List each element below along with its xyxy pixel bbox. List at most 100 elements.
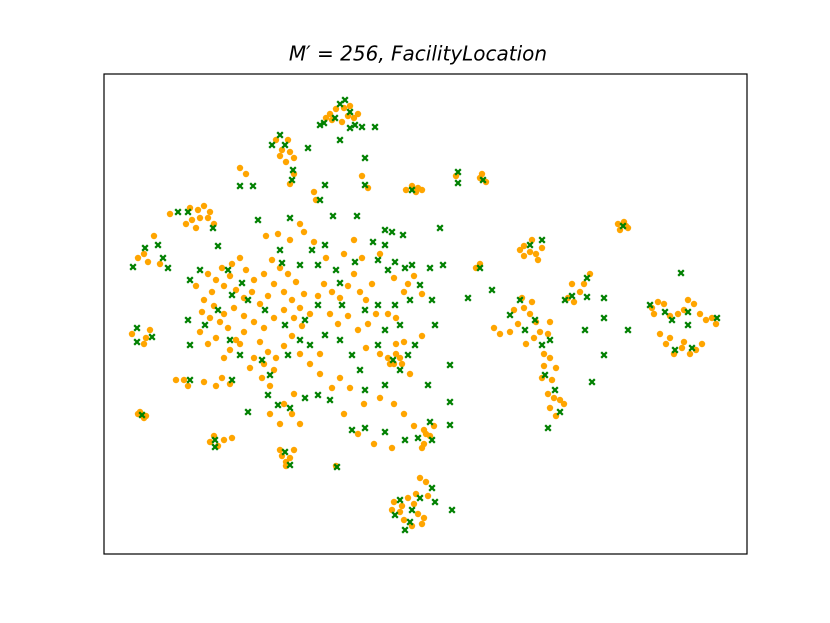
scatter-cross (600, 351, 608, 359)
scatter-cross (331, 114, 339, 122)
scatter-cross (583, 274, 591, 282)
scatter-cross (301, 316, 309, 324)
scatter-point (128, 330, 136, 338)
scatter-point (208, 288, 216, 296)
scatter-cross (258, 356, 266, 364)
scatter-point (250, 276, 258, 284)
scatter-cross (374, 341, 382, 349)
scatter-point (236, 164, 244, 172)
scatter-point (516, 246, 524, 254)
scatter-point (248, 288, 256, 296)
scatter-point (496, 330, 504, 338)
scatter-point (192, 224, 200, 232)
scatter-cross (304, 144, 312, 152)
scatter-cross (361, 306, 369, 314)
scatter-point (538, 244, 546, 252)
scatter-cross (289, 166, 297, 174)
scatter-cross (581, 326, 589, 334)
scatter-point (180, 376, 188, 384)
scatter-point (520, 252, 528, 260)
scatter-point (212, 334, 220, 342)
scatter-cross (506, 311, 514, 319)
scatter-point (144, 258, 152, 266)
scatter-cross (396, 321, 404, 329)
scatter-cross (244, 296, 252, 304)
scatter-cross (426, 264, 434, 272)
scatter-cross (404, 351, 412, 359)
scatter-point (546, 404, 554, 412)
scatter-cross (361, 181, 369, 189)
scatter-point (376, 394, 384, 402)
scatter-cross (454, 168, 462, 176)
scatter-cross (341, 96, 349, 104)
scatter-point (576, 288, 584, 296)
scatter-cross (424, 381, 432, 389)
scatter-point (614, 220, 622, 228)
scatter-cross (671, 346, 679, 354)
scatter-cross (624, 326, 632, 334)
scatter-point (388, 444, 396, 452)
scatter-cross (391, 511, 399, 519)
scatter-point (362, 296, 370, 304)
plot-frame (103, 73, 748, 555)
scatter-cross (214, 242, 222, 250)
scatter-point (340, 250, 348, 258)
scatter-point (290, 446, 298, 454)
scatter-cross (374, 301, 382, 309)
scatter-cross (226, 336, 234, 344)
scatter-point (306, 360, 314, 368)
scatter-point (418, 290, 426, 298)
scatter-cross (396, 496, 404, 504)
scatter-point (650, 310, 658, 318)
scatter-cross (389, 356, 397, 364)
scatter-point (530, 334, 538, 342)
scatter-point (206, 438, 214, 446)
scatter-point (514, 320, 522, 328)
scatter-cross (346, 108, 354, 116)
scatter-point (250, 318, 258, 326)
scatter-point (414, 510, 422, 518)
scatter-cross (321, 331, 329, 339)
scatter-point (410, 500, 418, 508)
scatter-point (236, 254, 244, 262)
scatter-cross (600, 314, 608, 322)
scatter-cross (353, 212, 361, 220)
scatter-cross (381, 241, 389, 249)
scatter-cross (713, 314, 721, 322)
scatter-point (276, 264, 284, 272)
scatter-cross (684, 308, 692, 316)
scatter-point (326, 110, 334, 118)
scatter-cross (538, 236, 546, 244)
scatter-cross (159, 254, 167, 262)
scatter-point (322, 254, 330, 262)
scatter-point (680, 338, 688, 346)
scatter-cross (454, 179, 462, 187)
scatter-point (534, 256, 542, 264)
scatter-point (546, 318, 554, 326)
scatter-point (268, 256, 276, 264)
scatter-point (370, 440, 378, 448)
scatter-cross (336, 279, 344, 287)
scatter-point (712, 320, 720, 328)
scatter-cross (154, 241, 162, 249)
scatter-cross (411, 341, 419, 349)
scatter-point (212, 382, 220, 390)
scatter-cross (336, 136, 344, 144)
scatter-cross (464, 294, 472, 302)
scatter-cross (356, 366, 364, 374)
scatter-point (204, 270, 212, 278)
scatter-cross (129, 263, 137, 271)
scatter-point (306, 310, 314, 318)
scatter-point (150, 232, 158, 240)
scatter-cross (661, 308, 669, 316)
scatter-point (350, 114, 358, 122)
scatter-point (356, 288, 364, 296)
scatter-point (288, 296, 296, 304)
scatter-cross (314, 301, 322, 309)
scatter-point (194, 206, 202, 214)
scatter-cross (164, 264, 172, 272)
scatter-point (406, 370, 414, 378)
scatter-point (206, 314, 214, 322)
scatter-point (520, 242, 528, 250)
